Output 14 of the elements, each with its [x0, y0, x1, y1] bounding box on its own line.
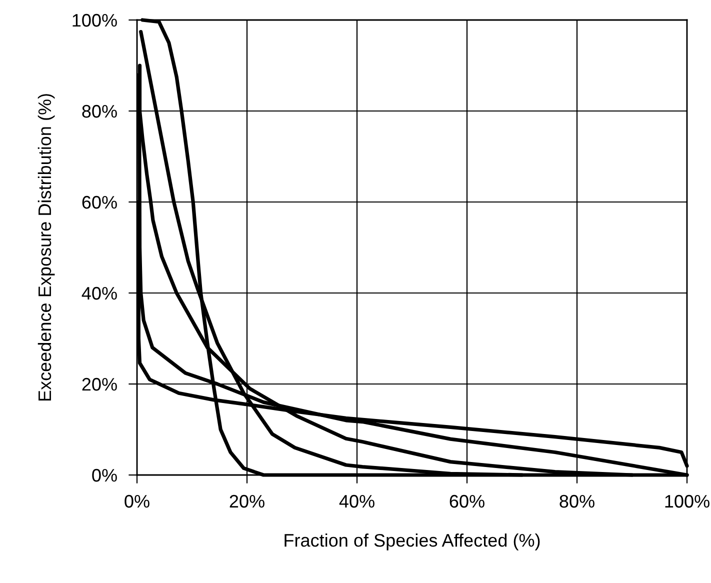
- x-tick-label: 20%: [230, 494, 264, 508]
- y-tick-label: 100%: [72, 14, 117, 27]
- x-tick-label: 100%: [665, 494, 710, 508]
- x-tick-label: 80%: [560, 494, 594, 508]
- y-tick-label: 60%: [82, 196, 117, 209]
- y-tick-label: 80%: [82, 104, 117, 118]
- x-tick-label: 40%: [339, 494, 374, 508]
- y-tick-label: 0%: [92, 468, 117, 482]
- y-axis-title: Exceedence Exposure Distribution (%): [38, 94, 55, 401]
- y-tick-label: 40%: [82, 286, 117, 300]
- x-tick-label: 60%: [450, 494, 484, 508]
- x-tick-label: 0%: [124, 494, 150, 508]
- x-axis-title: Fraction of Species Affected (%): [284, 534, 540, 550]
- y-tick-label: 20%: [82, 378, 117, 391]
